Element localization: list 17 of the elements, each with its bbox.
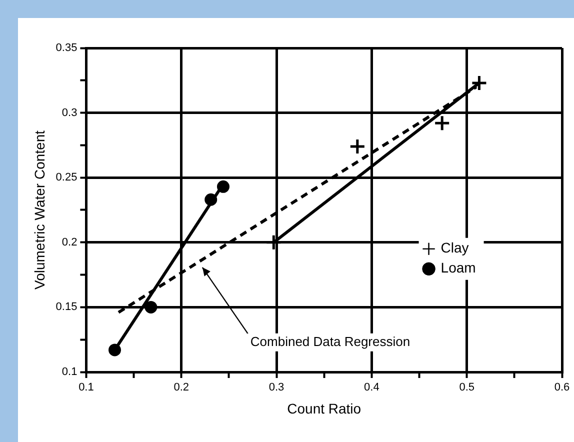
x-axis-title: Count Ratio [287,400,362,416]
x-tick-label: 0.4 [364,382,380,394]
x-tick-label: 0.6 [554,382,570,394]
y-tick-label: 0.15 [56,301,78,314]
y-tick-label: 0.1 [62,366,78,378]
x-tick-label: 0.2 [174,382,190,394]
annotation: Combined Data Regression [250,334,410,350]
y-axis-title: Volumetric Water Content [31,130,48,290]
y-tick-label: 0.3 [62,106,78,119]
y-tick-label: 0.35 [56,42,78,54]
x-tick-label: 0.3 [268,382,284,394]
y-tick-label: 0.25 [56,172,78,184]
x-tick-label: 0.1 [78,382,94,394]
legend-label: Clay [440,240,469,256]
x-tick-label: 0.5 [459,382,474,394]
legend-label: Loam [440,260,476,276]
y-tick-label: 0.2 [62,236,78,248]
